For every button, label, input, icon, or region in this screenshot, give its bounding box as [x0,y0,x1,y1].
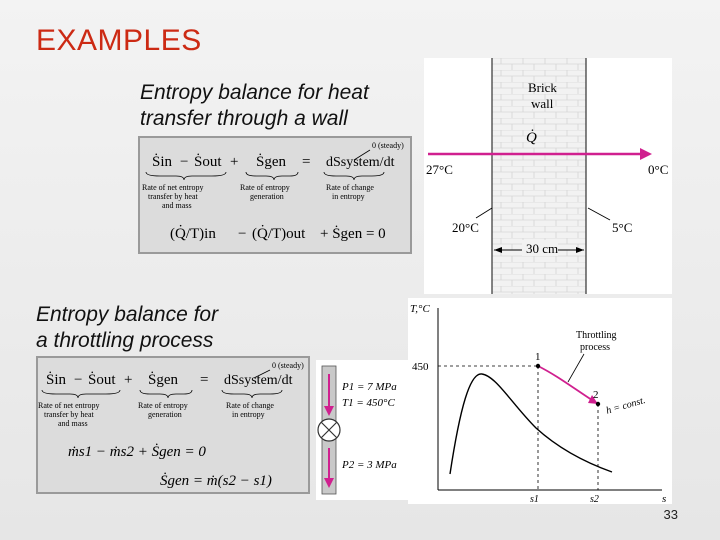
temp-outside-right: 0°C [648,162,668,177]
ts-point-1-label: 1 [535,351,541,363]
eq-label-net-1: Rate of net entropy [142,183,204,192]
flow-arrow-top-head [324,406,334,416]
flow-arrow-bottom-head [324,478,334,488]
wall-caption-line1: Entropy balance for heat [140,81,369,104]
eq-brace-net [145,171,227,181]
eq-label-change-2: in entropy [332,192,365,201]
eq2-s-out: Ṡout [88,371,116,388]
eq2-brace-net [41,389,121,399]
valve-p2: P2 = 3 MPa [341,459,397,471]
eq-brace-change [323,171,385,181]
eq2-ds-system: dSsystem/dt [224,373,293,388]
wall-label-2: wall [531,96,554,111]
eq2-plus: + [124,372,132,388]
valve-figure: P1 = 7 MPa T1 = 450°C P2 = 3 MPa [316,360,408,500]
eq-steady-pointer [353,149,371,161]
eq2-brace-gen [139,389,193,399]
eq2-steady-note: 0 (steady) [272,361,304,370]
eq-q-over-t-out: (Q̇/T)out [252,225,306,242]
eq-label-gen-2: generation [250,192,284,201]
ts-diagram-graphic: T,°C s 450 s1 s2 1 2 Throttling process … [410,303,666,505]
ts-process-pointer [567,353,585,383]
throttling-caption-line1: Entropy balance for [36,303,219,326]
eq2-label-gen-1: Rate of entropy [138,401,188,410]
eq2-label-change-2: in entropy [232,410,265,419]
wall-figure-graphic: Brick wall Q̇ 27°C 0°C 20°C 5°C 30 cm [426,58,668,294]
page-number: 33 [663,507,678,522]
heat-label: Q̇ [526,130,537,146]
eq-equals: = [302,154,310,170]
eq-s-in: Ṡin [152,153,173,170]
eq-s-out: Ṡout [194,153,222,170]
temp-left-pointer [475,207,493,219]
valve-p1: P1 = 7 MPa [341,381,397,393]
throttling-equation-panel: Ṡin − Ṡout + Ṡgen = dSsystem/dt 0 (stead… [36,356,310,494]
eq2-s-gen: Ṡgen [148,371,179,388]
ts-tick-450: 450 [412,361,429,373]
eq-brace-gen [245,171,299,181]
eq2-line2: ṁs1 − ṁs2 + Ṡgen = 0 [68,443,206,460]
eq2-line3: Ṡgen = ṁ(s2 − s1) [160,472,272,489]
eq-label-net-3: and mass [162,201,192,210]
eq-label-gen-1: Rate of entropy [240,183,290,192]
eq2-label-change-1: Rate of change [226,401,274,410]
slide-title: EXAMPLES [36,24,202,57]
ts-process-label-1: Throttling [576,330,617,341]
thickness-arrow-left [494,247,502,253]
eq2-brace-change [221,389,283,399]
eq-label-change-1: Rate of change [326,183,374,192]
eq2-equals: = [200,372,208,388]
wall-label-1: Brick [528,80,557,95]
temp-right-pointer [587,207,611,221]
ts-tick-s2: s2 [590,494,599,504]
wall-figure: Brick wall Q̇ 27°C 0°C 20°C 5°C 30 cm [424,58,672,294]
throttling-equation-graphic: Ṡin − Ṡout + Ṡgen = dSsystem/dt 0 (stead… [38,361,304,489]
ts-y-axis-label: T,°C [410,303,430,315]
wall-caption-line2: transfer through a wall [140,107,348,130]
eq-ds-system: dSsystem/dt [326,155,395,170]
ts-process-arrow-head [588,395,598,404]
temp-surface-left: 20°C [452,220,479,235]
eq2-minus: − [74,372,82,388]
heat-flow-arrow-head [640,148,652,160]
eq-s-gen: Ṡgen [256,153,287,170]
eq-label-net-2: transfer by heat [148,192,199,201]
eq2-steady-pointer [253,369,271,379]
ts-point-2-label: 2 [593,389,599,401]
valve-cross [320,421,338,439]
eq2-label-net-1: Rate of net entropy [38,401,100,410]
eq2-label-net-3: and mass [58,419,88,428]
eq-q-over-t-in: (Q̇/T)in [170,225,216,242]
thickness-label-bg [522,240,558,256]
eq-second-line-rest: + Ṡgen = 0 [320,225,386,242]
ts-diagram: T,°C s 450 s1 s2 1 2 Throttling process … [408,298,672,505]
eq2-label-gen-2: generation [148,410,182,419]
eq-plus: + [230,154,238,170]
ts-saturation-dome [449,373,613,475]
ts-process-label-2: process [580,342,610,353]
eq2-label-net-2: transfer by heat [44,410,95,419]
throttling-caption-line2: a throttling process [36,329,214,352]
ts-state-1 [535,363,541,369]
valve-t1: T1 = 450°C [342,397,395,409]
eq-minus: − [180,154,188,170]
ts-enthalpy-label: h = const. [605,395,647,417]
temp-outside-left: 27°C [426,162,453,177]
temp-surface-right: 5°C [612,220,632,235]
wall-caption: Entropy balance for heat transfer throug… [140,80,369,132]
wall-equation-graphic: Ṡin − Ṡout + Ṡgen = dSsystem/dt 0 (stead… [142,141,404,242]
throttling-caption: Entropy balance for a throttling process [36,302,218,354]
eq2-s-in: Ṡin [46,371,67,388]
eq-minus-2: − [238,226,246,242]
eq-steady-note: 0 (steady) [372,141,404,150]
ts-state-2 [595,401,601,407]
wall-equation-panel: Ṡin − Ṡout + Ṡgen = dSsystem/dt 0 (stead… [138,136,412,254]
ts-tick-s1: s1 [530,494,539,504]
ts-x-axis-label: s [662,493,666,504]
valve-figure-graphic: P1 = 7 MPa T1 = 450°C P2 = 3 MPa [317,365,397,495]
thickness-arrow-right [576,247,584,253]
ts-throttling-process-curve [537,365,599,405]
thickness-label: 30 cm [526,241,558,256]
